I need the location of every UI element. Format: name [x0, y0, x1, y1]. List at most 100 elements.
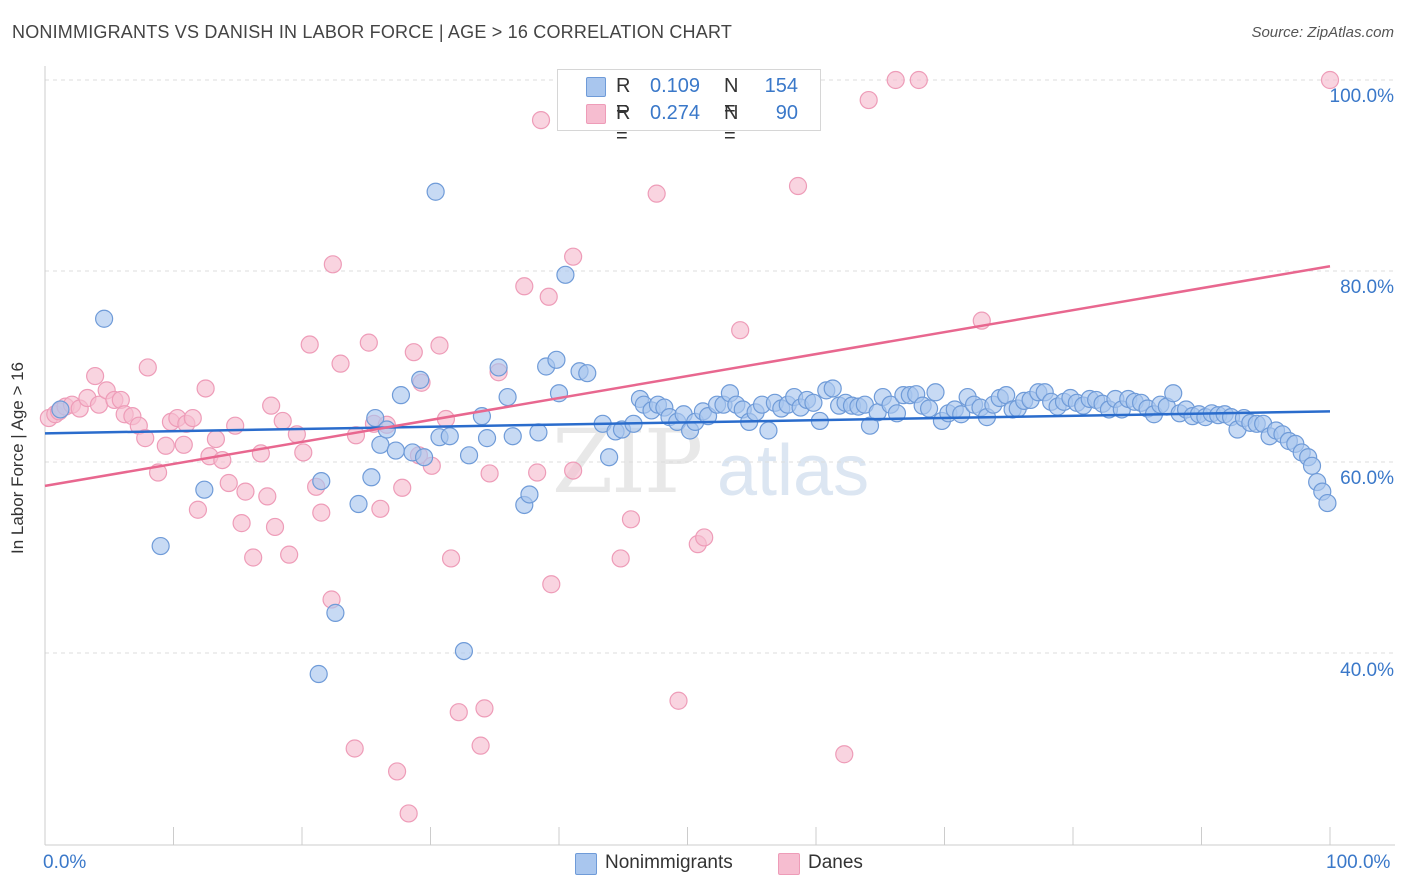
- danes-point: [294, 443, 313, 462]
- danes-point: [539, 287, 558, 306]
- y-tick-label: 80.0%: [1340, 277, 1394, 298]
- nonimmigrants-trend-line: [44, 410, 1331, 435]
- nonimmigrants-point: [51, 400, 70, 419]
- x-tick-label: 0.0%: [43, 852, 87, 873]
- nonimmigrants-point: [386, 441, 405, 460]
- n-label: N =: [724, 75, 739, 120]
- danes-point: [183, 408, 202, 428]
- nonimmigrants-point: [477, 429, 497, 448]
- y-tick-label: 60.0%: [1340, 468, 1394, 489]
- series-legend: Nonimmigrants Danes: [0, 852, 1406, 876]
- danes-point: [515, 277, 534, 296]
- danes-point: [695, 528, 714, 547]
- y-tick-label: 40.0%: [1340, 660, 1394, 681]
- nonimmigrants-point: [349, 494, 368, 514]
- nonimmigrants-point: [426, 182, 445, 201]
- danes-point: [621, 510, 641, 529]
- legend-label: Nonimmigrants: [605, 852, 733, 873]
- nonimmigrants-point: [926, 383, 945, 402]
- danes-point: [262, 396, 281, 415]
- danes-point: [244, 548, 263, 567]
- danes-point: [345, 739, 364, 758]
- nonimmigrants-swatch: [586, 77, 606, 97]
- nonimmigrants-point: [1302, 456, 1322, 475]
- danes-point: [258, 487, 277, 506]
- danes-point: [323, 255, 342, 274]
- nonimmigrants-point: [391, 386, 411, 405]
- danes-point: [399, 804, 418, 823]
- nonimmigrants-swatch: [575, 853, 597, 875]
- danes-point: [196, 379, 215, 398]
- nonimmigrants-point: [503, 427, 522, 446]
- nonimmigrants-point: [309, 664, 328, 684]
- danes-point: [531, 111, 551, 130]
- r-value: 0.109: [650, 75, 701, 97]
- danes-point: [835, 745, 854, 764]
- danes-point: [404, 343, 423, 362]
- danes-point: [647, 184, 666, 203]
- danes-swatch: [778, 853, 800, 875]
- danes-point: [265, 517, 285, 537]
- nonimmigrants-point: [411, 370, 430, 389]
- danes-point: [156, 436, 175, 455]
- danes-point: [280, 545, 299, 564]
- nonimmigrants-point: [195, 480, 214, 499]
- danes-point: [86, 366, 105, 386]
- danes-point: [886, 70, 905, 90]
- danes-point: [138, 358, 157, 377]
- watermark-atlas: atlas: [717, 431, 870, 511]
- x-tick-label: 100.0%: [1326, 852, 1391, 873]
- nonimmigrants-point: [823, 379, 842, 398]
- y-axis-label: In Labor Force | Age > 16: [8, 361, 27, 555]
- danes-point: [542, 575, 561, 594]
- danes-point: [449, 703, 468, 722]
- nonimmigrants-point: [151, 536, 170, 556]
- danes-point: [528, 463, 547, 482]
- nonimmigrants-point: [578, 364, 597, 383]
- r-value: 0.274: [650, 102, 701, 124]
- danes-point: [236, 482, 255, 501]
- nonimmigrants-point: [95, 309, 114, 328]
- nonimmigrants-point: [556, 265, 575, 284]
- nonimmigrants-point: [860, 416, 880, 435]
- nonimmigrants-point: [520, 485, 539, 504]
- n-value: 90: [775, 102, 798, 124]
- danes-point: [564, 461, 583, 480]
- nonimmigrants-point: [440, 427, 459, 446]
- nonimmigrants-point: [1164, 384, 1183, 403]
- danes-point: [564, 247, 583, 266]
- nonimmigrants-point: [371, 435, 390, 454]
- nonimmigrants-point: [759, 421, 778, 440]
- nonimmigrants-point: [804, 393, 823, 412]
- legend-label: Danes: [808, 852, 863, 873]
- danes-point: [430, 336, 449, 355]
- n-label: N =: [724, 102, 739, 147]
- danes-point: [174, 435, 193, 454]
- danes-point: [471, 736, 490, 755]
- danes-point: [441, 549, 461, 568]
- danes-point: [859, 90, 878, 110]
- danes-point: [359, 333, 378, 352]
- danes-point: [387, 762, 407, 781]
- r-label: R =: [616, 102, 631, 147]
- danes-point: [371, 499, 390, 518]
- danes-point: [475, 699, 494, 718]
- nonimmigrants-point: [454, 641, 474, 661]
- nonimmigrants-point: [312, 472, 331, 491]
- danes-point: [1320, 70, 1340, 90]
- source-label: Source: ZipAtlas.com: [1251, 24, 1394, 41]
- nonimmigrants-point: [1318, 493, 1337, 513]
- danes-point: [611, 549, 630, 568]
- danes-swatch: [586, 104, 606, 124]
- nonimmigrants-point: [326, 603, 345, 622]
- danes-point: [219, 473, 238, 493]
- nonimmigrants-point: [414, 448, 434, 467]
- n-value: 154: [764, 75, 798, 97]
- nonimmigrants-point: [459, 446, 479, 465]
- danes-point: [136, 429, 155, 448]
- danes-point: [331, 354, 350, 373]
- danes-point: [206, 429, 226, 449]
- danes-point: [731, 321, 750, 340]
- nonimmigrants-point: [919, 399, 939, 418]
